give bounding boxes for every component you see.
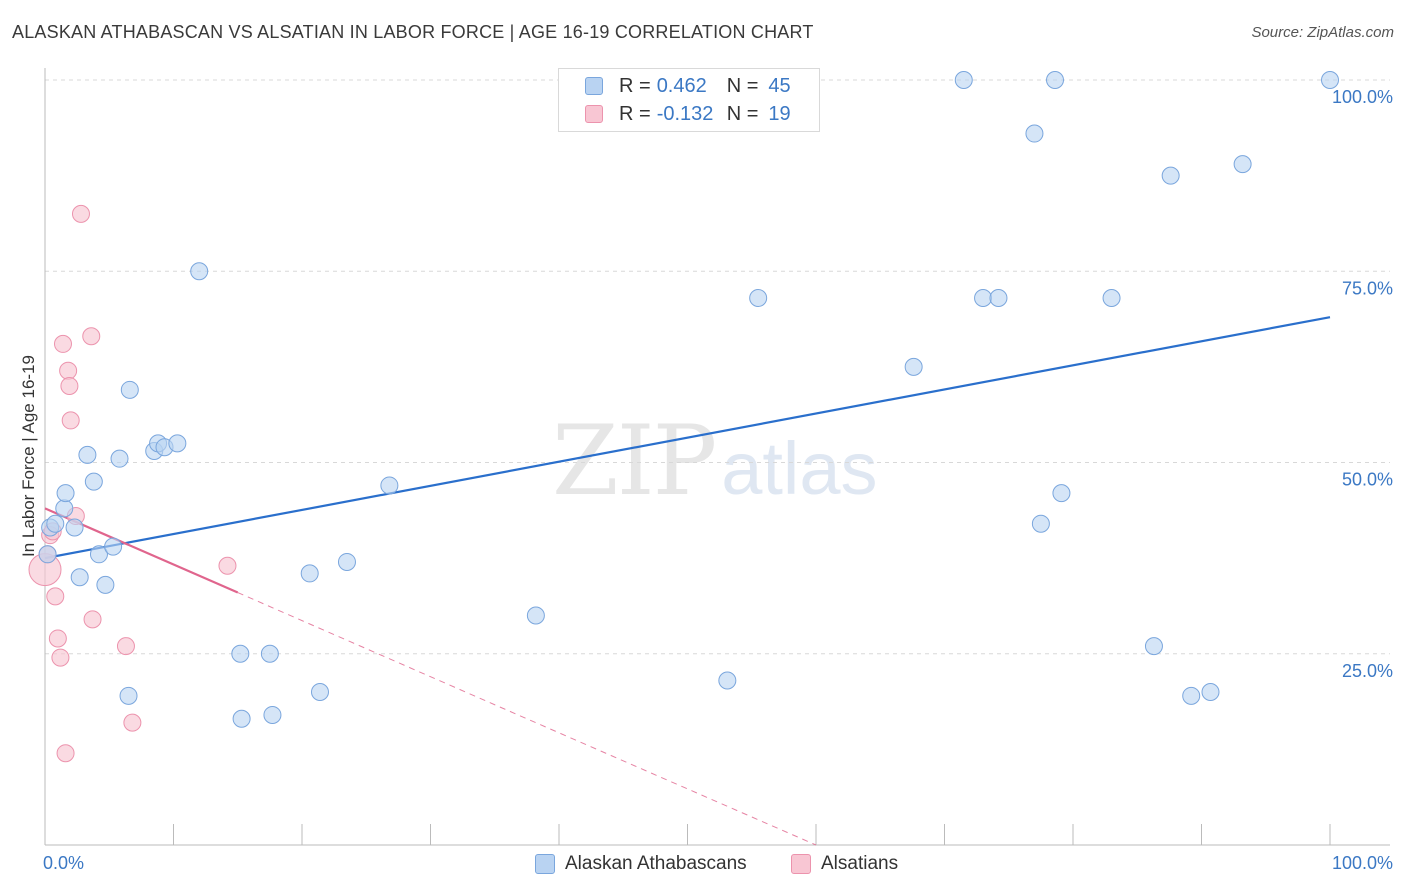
r-value: 0.462: [656, 74, 707, 97]
point-alsatian: [56, 744, 75, 763]
y-axis-label: In Labor Force | Age 16-19: [19, 355, 38, 557]
point-alaskan-athabascan: [168, 434, 187, 453]
axes: [44, 68, 1390, 846]
chart-title: ALASKAN ATHABASCAN VS ALSATIAN IN LABOR …: [12, 22, 814, 42]
stats-legend-row-pink: R = -0.132 N = 19: [585, 101, 791, 127]
point-alsatian: [53, 334, 72, 353]
n-value: 19: [768, 102, 791, 125]
point-alsatian: [60, 377, 79, 395]
point-alaskan-athabascan: [119, 686, 138, 705]
point-alaskan-athabascan: [70, 568, 89, 587]
point-alaskan-athabascan: [231, 644, 250, 663]
pink-square-icon: [791, 854, 811, 874]
point-alaskan-athabascan: [904, 357, 923, 376]
point-alaskan-athabascan: [78, 445, 97, 464]
legend-item-alaskan-athabascans[interactable]: Alaskan Athabascans: [535, 852, 747, 876]
watermark: ZIPatlas: [552, 405, 878, 517]
stats-legend-row-blue: R = 0.462 N = 45: [585, 73, 791, 99]
point-alaskan-athabascan: [190, 262, 209, 281]
point-alaskan-athabascan: [104, 537, 123, 556]
point-alaskan-athabascan: [260, 644, 279, 663]
point-alaskan-athabascan: [38, 545, 57, 564]
point-alaskan-athabascan: [46, 514, 65, 533]
trendlines: [44, 316, 1331, 846]
point-alaskan-athabascan: [232, 709, 251, 728]
point-alsatian: [46, 587, 65, 606]
point-alaskan-athabascan: [96, 575, 115, 594]
r-label: R =: [619, 74, 651, 97]
point-alaskan-athabascan: [120, 380, 139, 399]
point-alsatian: [83, 610, 102, 629]
point-alsatian: [51, 648, 70, 667]
point-alaskan-athabascan: [380, 476, 399, 495]
x-tick-label: 0.0%: [43, 853, 84, 873]
legend-label: Alsatians: [821, 853, 899, 874]
stats-legend: R = 0.462 N = 45 R = -0.132 N = 19: [558, 68, 820, 132]
point-alaskan-athabascan: [65, 518, 84, 537]
n-value: 45: [768, 74, 791, 97]
blue-square-icon: [535, 854, 555, 874]
point-alaskan-athabascan: [84, 472, 103, 491]
point-alaskan-athabascan: [263, 705, 282, 724]
point-alsatian: [71, 204, 90, 223]
point-alaskan-athabascan: [1025, 124, 1044, 143]
point-alsatian: [218, 556, 237, 575]
r-label: R =: [619, 102, 651, 125]
watermark-atlas: atlas: [721, 427, 878, 510]
gridlines: [45, 79, 1390, 655]
tick-labels: 25.0% 50.0% 75.0% 100.0% 0.0% 100.0%: [43, 87, 1393, 873]
point-alaskan-athabascan: [1052, 484, 1071, 503]
point-alsatian: [123, 713, 142, 732]
point-alaskan-athabascan: [1161, 166, 1180, 185]
point-alaskan-athabascan: [55, 499, 74, 518]
point-alaskan-athabascan: [89, 545, 108, 564]
point-alsatian: [59, 361, 78, 380]
point-alaskan-athabascan: [526, 606, 545, 625]
point-alaskan-athabascan: [110, 449, 129, 468]
point-alaskan-athabascan: [1233, 155, 1252, 174]
point-alaskan-athabascan: [1182, 686, 1201, 705]
point-alsatian: [48, 629, 67, 648]
y-tick-label: 75.0%: [1342, 278, 1393, 298]
point-alaskan-athabascan: [1144, 637, 1163, 656]
n-label: N =: [726, 102, 759, 125]
point-alaskan-athabascan: [749, 289, 768, 308]
point-alsatian: [61, 411, 80, 430]
point-alsatian: [116, 637, 135, 656]
trendline-alsatians-extension: [237, 592, 817, 846]
point-alaskan-athabascan: [718, 671, 737, 690]
x-tick-label: 100.0%: [1332, 853, 1393, 873]
trendline-alaskan-athabascans: [44, 316, 1331, 560]
point-alsatian: [82, 327, 101, 346]
point-alaskan-athabascan: [56, 484, 75, 503]
y-tick-label: 25.0%: [1342, 661, 1393, 681]
point-alaskan-athabascan: [1201, 683, 1220, 701]
data-points: [28, 71, 1339, 763]
y-tick-label: 100.0%: [1332, 87, 1393, 107]
point-alaskan-athabascan: [310, 683, 329, 701]
point-alaskan-athabascan: [989, 289, 1008, 308]
point-alaskan-athabascan: [1046, 71, 1065, 89]
pink-swatch-icon: [585, 105, 603, 123]
legend-label: Alaskan Athabascans: [565, 853, 747, 874]
point-alaskan-athabascan: [300, 564, 319, 583]
watermark-zip: ZIP: [552, 405, 717, 517]
source-credit: Source: ZipAtlas.com: [1251, 24, 1394, 41]
r-value: -0.132: [656, 102, 714, 125]
point-alaskan-athabascan: [1031, 514, 1050, 533]
point-alaskan-athabascan: [1102, 289, 1121, 308]
point-alaskan-athabascan: [974, 289, 993, 308]
point-alaskan-athabascan: [1321, 71, 1339, 89]
point-alaskan-athabascan: [337, 552, 356, 571]
legend-item-alsatians[interactable]: Alsatians: [791, 852, 898, 876]
blue-swatch-icon: [585, 77, 603, 95]
n-label: N =: [726, 74, 759, 97]
y-tick-label: 50.0%: [1342, 470, 1393, 490]
point-alaskan-athabascan: [954, 71, 973, 89]
